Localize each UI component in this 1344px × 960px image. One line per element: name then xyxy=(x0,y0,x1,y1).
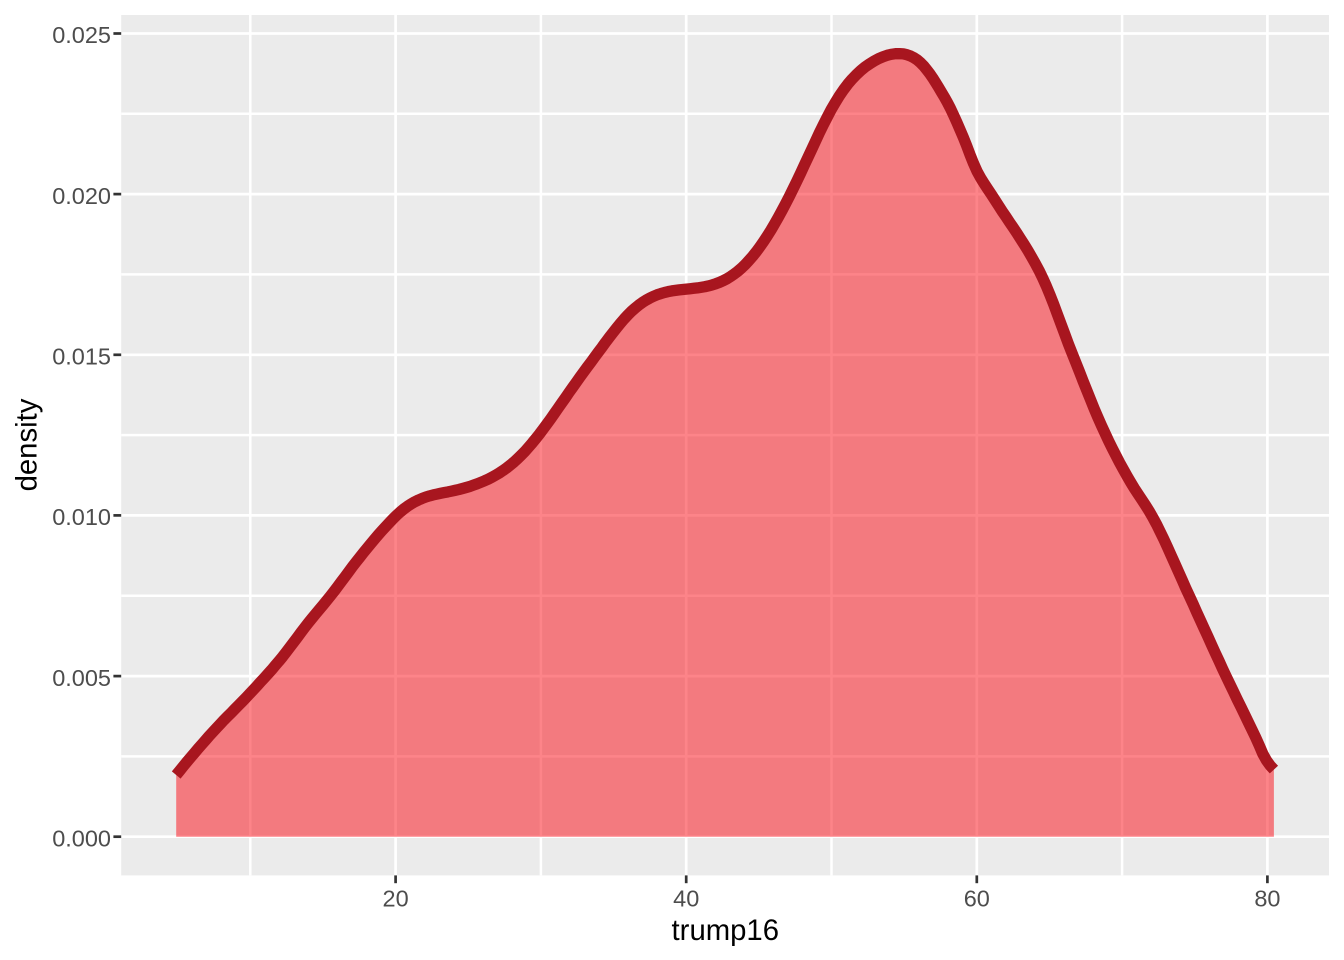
svg-text:0.015: 0.015 xyxy=(52,344,111,370)
svg-text:density: density xyxy=(10,398,43,491)
svg-text:40: 40 xyxy=(673,886,699,912)
svg-text:0.025: 0.025 xyxy=(52,22,111,48)
svg-text:0.010: 0.010 xyxy=(52,504,111,530)
svg-text:0.005: 0.005 xyxy=(52,665,111,691)
svg-text:0.000: 0.000 xyxy=(52,825,111,851)
svg-text:0.020: 0.020 xyxy=(52,183,111,209)
svg-text:80: 80 xyxy=(1254,886,1280,912)
svg-text:trump16: trump16 xyxy=(672,914,779,947)
svg-text:20: 20 xyxy=(383,886,409,912)
svg-text:60: 60 xyxy=(964,886,990,912)
